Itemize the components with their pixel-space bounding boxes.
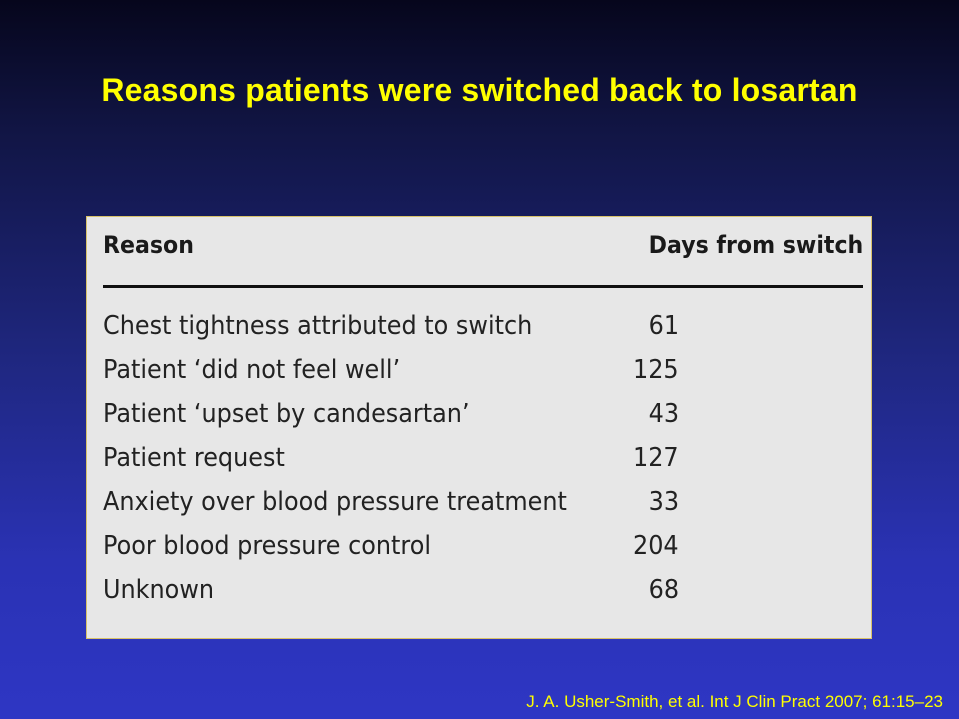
cell-reason: Poor blood pressure control [103,531,432,561]
cell-days: 204 [633,531,679,561]
table-row: Poor blood pressure control 204 [103,529,863,573]
citation: J. A. Usher-Smith, et al. Int J Clin Pra… [526,692,943,711]
table-row: Unknown 68 [103,573,863,617]
header-days-from-switch: Days from switch [648,231,863,259]
cell-days: 43 [648,399,679,429]
cell-days: 125 [633,355,679,385]
cell-days: 33 [648,487,679,517]
cell-days: 61 [648,311,679,341]
cell-reason: Patient ‘upset by candesartan’ [103,399,470,429]
header-reason: Reason [103,231,194,259]
table-row: Patient ‘upset by candesartan’ 43 [103,397,863,441]
cell-reason: Unknown [103,575,215,605]
cell-reason: Patient ‘did not feel well’ [103,355,401,385]
table-row: Anxiety over blood pressure treatment 33 [103,485,863,529]
cell-reason: Chest tightness attributed to switch [103,311,533,341]
cell-days: 127 [633,443,679,473]
slide-title: Reasons patients were switched back to l… [101,72,858,108]
table-row: Patient request 127 [103,441,863,485]
cell-reason: Patient request [103,443,285,473]
table-row: Patient ‘did not feel well’ 125 [103,353,863,397]
table-row: Chest tightness attributed to switch 61 [103,309,863,353]
cell-days: 68 [648,575,679,605]
header-divider [103,285,863,288]
cell-reason: Anxiety over blood pressure treatment [103,487,567,517]
table-body: Chest tightness attributed to switch 61 … [103,309,863,617]
reasons-table: Reason Days from switch Chest tightness … [86,216,872,639]
table-header-row: Reason Days from switch [103,231,863,267]
